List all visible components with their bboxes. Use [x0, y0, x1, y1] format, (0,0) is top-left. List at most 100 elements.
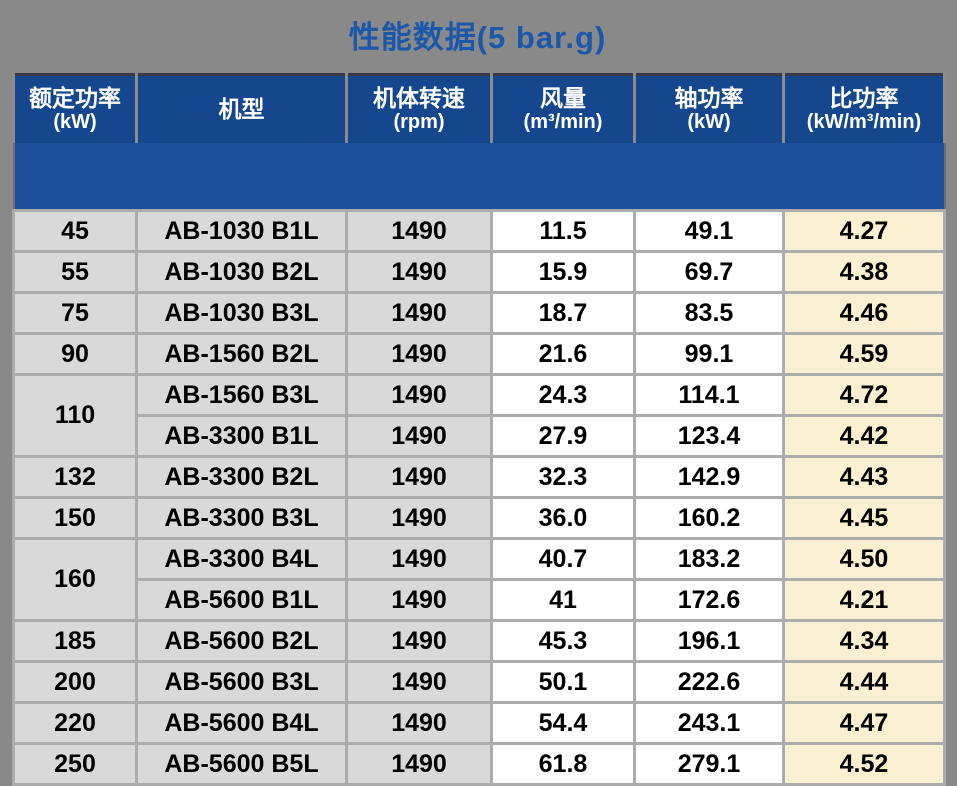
cell-shaft-power: 243.1	[633, 701, 785, 745]
table-row: 220 AB-5600 B4L 1490 54.4 243.1 4.47	[12, 701, 946, 745]
table-row: AB-5600 B1L 1490 41 172.6 4.21	[14, 578, 946, 622]
cell-rpm: 1490	[345, 373, 493, 417]
cell-flow: 27.9	[490, 414, 636, 458]
table-row: 150 AB-3300 B3L 1490 36.0 160.2 4.45	[12, 496, 946, 540]
cell-model: AB-5600 B3L	[135, 660, 348, 704]
cell-model: AB-5600 B1L	[135, 578, 348, 622]
cell-model: AB-1030 B3L	[135, 291, 348, 335]
table-row: 132 AB-3300 B2L 1490 32.3 142.9 4.43	[12, 455, 946, 499]
cell-shaft-power: 160.2	[633, 496, 785, 540]
cell-model: AB-3300 B1L	[135, 414, 348, 458]
cell-shaft-power: 183.2	[633, 537, 785, 581]
cell-rpm: 1490	[345, 291, 493, 335]
cell-model: AB-1560 B2L	[135, 332, 348, 376]
header-shaft-power: 轴功率 (kW)	[633, 74, 785, 143]
cell-rpm: 1490	[345, 496, 493, 540]
table-row: 185 AB-5600 B2L 1490 45.3 196.1 4.34	[12, 619, 946, 663]
header-rated-power: 额定功率 (kW)	[12, 74, 138, 143]
cell-specific-power: 4.43	[782, 455, 946, 499]
cell-rpm: 1490	[345, 332, 493, 376]
cell-model: AB-3300 B4L	[135, 537, 348, 581]
cell-shaft-power: 99.1	[633, 332, 785, 376]
cell-rated-power: 45	[12, 209, 138, 253]
table-row: 160 AB-3300 B4L 1490 40.7 183.2 4.50	[12, 537, 946, 622]
cell-flow: 54.4	[490, 701, 636, 745]
cell-shaft-power: 142.9	[633, 455, 785, 499]
cell-shaft-power: 279.1	[633, 742, 785, 786]
cell-specific-power: 4.34	[782, 619, 946, 663]
cell-rated-power: 185	[12, 619, 138, 663]
cell-rpm: 1490	[345, 660, 493, 704]
table-row: 250 AB-5600 B5L 1490 61.8 279.1 4.52	[12, 742, 946, 786]
cell-rpm: 1490	[345, 578, 493, 622]
cell-specific-power: 4.50	[782, 537, 946, 581]
cell-model: AB-5600 B4L	[135, 701, 348, 745]
cell-rpm: 1490	[345, 742, 493, 786]
cell-shaft-power: 222.6	[633, 660, 785, 704]
header-label: 比功率	[829, 85, 899, 112]
cell-rated-power: 250	[12, 742, 138, 786]
cell-shaft-power: 69.7	[633, 250, 785, 294]
header-model: 机型	[135, 74, 348, 143]
cell-specific-power: 4.47	[782, 701, 946, 745]
cell-flow: 15.9	[490, 250, 636, 294]
cell-rpm: 1490	[345, 414, 493, 458]
cell-rpm: 1490	[345, 455, 493, 499]
cell-rated-power: 75	[12, 291, 138, 335]
table-header-row: 额定功率 (kW) 机型 机体转速 (rpm) 风量 (m³/min) 轴功率 …	[12, 74, 946, 143]
cell-rated-power: 55	[12, 250, 138, 294]
cell-flow: 50.1	[490, 660, 636, 704]
table-row: AB-3300 B1L 1490 27.9 123.4 4.42	[14, 414, 946, 458]
cell-rated-power-merged: 110	[12, 373, 138, 458]
header-label: 机型	[218, 96, 265, 123]
header-label: 风量	[540, 85, 586, 112]
cell-rated-power: 150	[12, 496, 138, 540]
cell-specific-power: 4.72	[782, 373, 946, 417]
cell-specific-power: 4.45	[782, 496, 946, 540]
header-unit: (rpm)	[393, 111, 445, 134]
cell-model: AB-5600 B5L	[135, 742, 348, 786]
cell-flow: 24.3	[490, 373, 636, 417]
table-row: 55 AB-1030 B2L 1490 15.9 69.7 4.38	[12, 250, 946, 294]
cell-shaft-power: 123.4	[633, 414, 785, 458]
page-title: 性能数据(5 bar.g)	[348, 20, 607, 55]
header-unit: (kW)	[687, 111, 731, 134]
cell-shaft-power: 83.5	[633, 291, 785, 335]
cell-rpm: 1490	[345, 537, 493, 581]
performance-table: 额定功率 (kW) 机型 机体转速 (rpm) 风量 (m³/min) 轴功率 …	[12, 73, 946, 786]
cell-shaft-power: 196.1	[633, 619, 785, 663]
cell-rpm: 1490	[345, 250, 493, 294]
cell-rated-power: 200	[12, 660, 138, 704]
cell-flow: 36.0	[490, 496, 636, 540]
cell-specific-power: 4.46	[782, 291, 946, 335]
header-unit: (kW/m³/min)	[806, 111, 922, 134]
cell-specific-power: 4.38	[782, 250, 946, 294]
cell-rpm: 1490	[345, 619, 493, 663]
header-label: 机体转速	[373, 85, 465, 112]
cell-shaft-power: 114.1	[633, 373, 785, 417]
cell-model: AB-5600 B2L	[135, 619, 348, 663]
cell-model: AB-1030 B1L	[135, 209, 348, 253]
cell-specific-power: 4.27	[782, 209, 946, 253]
header-unit: (kW)	[53, 111, 97, 134]
header-unit: (m³/min)	[523, 111, 603, 134]
cell-specific-power: 4.52	[782, 742, 946, 786]
cell-rpm: 1490	[345, 701, 493, 745]
table-row: 45 AB-1030 B1L 1490 11.5 49.1 4.27	[12, 209, 946, 253]
header-label: 轴功率	[674, 85, 744, 112]
cell-rated-power: 220	[12, 701, 138, 745]
table-row: 200 AB-5600 B3L 1490 50.1 222.6 4.44	[12, 660, 946, 704]
header-label: 额定功率	[29, 85, 121, 112]
cell-flow: 40.7	[490, 537, 636, 581]
cell-flow: 21.6	[490, 332, 636, 376]
cell-shaft-power: 49.1	[633, 209, 785, 253]
cell-specific-power: 4.42	[782, 414, 946, 458]
table-row: 110 AB-1560 B3L 1490 24.3 114.1 4.72	[12, 373, 946, 458]
cell-specific-power: 4.44	[782, 660, 946, 704]
header-flow: 风量 (m³/min)	[490, 74, 636, 143]
cell-model: AB-3300 B2L	[135, 455, 348, 499]
cell-shaft-power: 172.6	[633, 578, 785, 622]
cell-specific-power: 4.59	[782, 332, 946, 376]
cell-model: AB-1030 B2L	[135, 250, 348, 294]
header-rpm: 机体转速 (rpm)	[345, 74, 493, 143]
